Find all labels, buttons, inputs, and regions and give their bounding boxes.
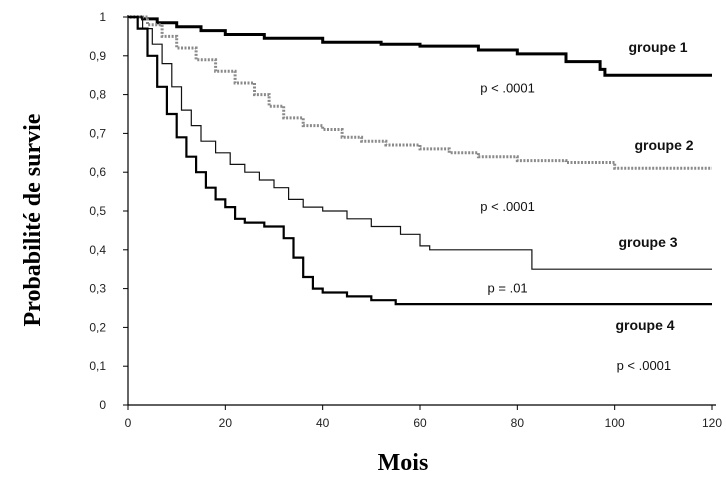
x-tick-label: 120: [702, 416, 722, 430]
x-tick-label: 20: [219, 416, 233, 430]
y-tick-label: 0,5: [89, 204, 106, 218]
series-line-2: [128, 15, 712, 170]
y-tick-label: 0: [99, 398, 106, 412]
axes: 0 20 40 60 80 100 120 0 0,1 0,2 0,3 0,4 0,5 0,6 0,7 0,8…: [89, 10, 722, 430]
series-line-1: [128, 15, 712, 77]
p-value-annotation: p < .0001: [480, 81, 535, 96]
x-tick-label: 100: [605, 416, 625, 430]
series-label-2: groupe 2: [634, 137, 693, 153]
series-label-3: groupe 3: [618, 234, 677, 250]
y-tick-label: 1: [99, 10, 106, 24]
series-label-4: groupe 4: [615, 317, 674, 333]
series-label-1: groupe 1: [628, 39, 687, 55]
x-tick-label: 0: [125, 416, 132, 430]
y-tick-label: 0,1: [89, 359, 106, 373]
y-tick-label: 0,7: [89, 126, 106, 140]
p-value-annotation: p < .0001: [480, 199, 535, 214]
series-layer: [128, 15, 712, 306]
y-tick-label: 0,3: [89, 282, 106, 296]
y-axis-title: Probabilité de survie: [20, 113, 46, 326]
y-tick-label: 0,9: [89, 49, 106, 63]
x-axis-title: Mois: [378, 450, 429, 476]
x-tick-label: 80: [511, 416, 525, 430]
series-line-4: [128, 15, 712, 306]
labels-layer: groupe 1 groupe 2 groupe 3 groupe 4 p < .000…: [480, 39, 693, 373]
x-tick-label: 60: [413, 416, 427, 430]
series-line-3: [128, 16, 712, 270]
y-tick-label: 0,4: [89, 243, 106, 257]
x-tick-label: 40: [316, 416, 330, 430]
p-value-annotation: p = .01: [488, 280, 528, 295]
y-tick-label: 0,8: [89, 88, 106, 102]
y-tick-label: 0,2: [89, 320, 106, 334]
p-value-annotation: p < .0001: [617, 358, 672, 373]
y-tick-label: 0,6: [89, 165, 106, 179]
